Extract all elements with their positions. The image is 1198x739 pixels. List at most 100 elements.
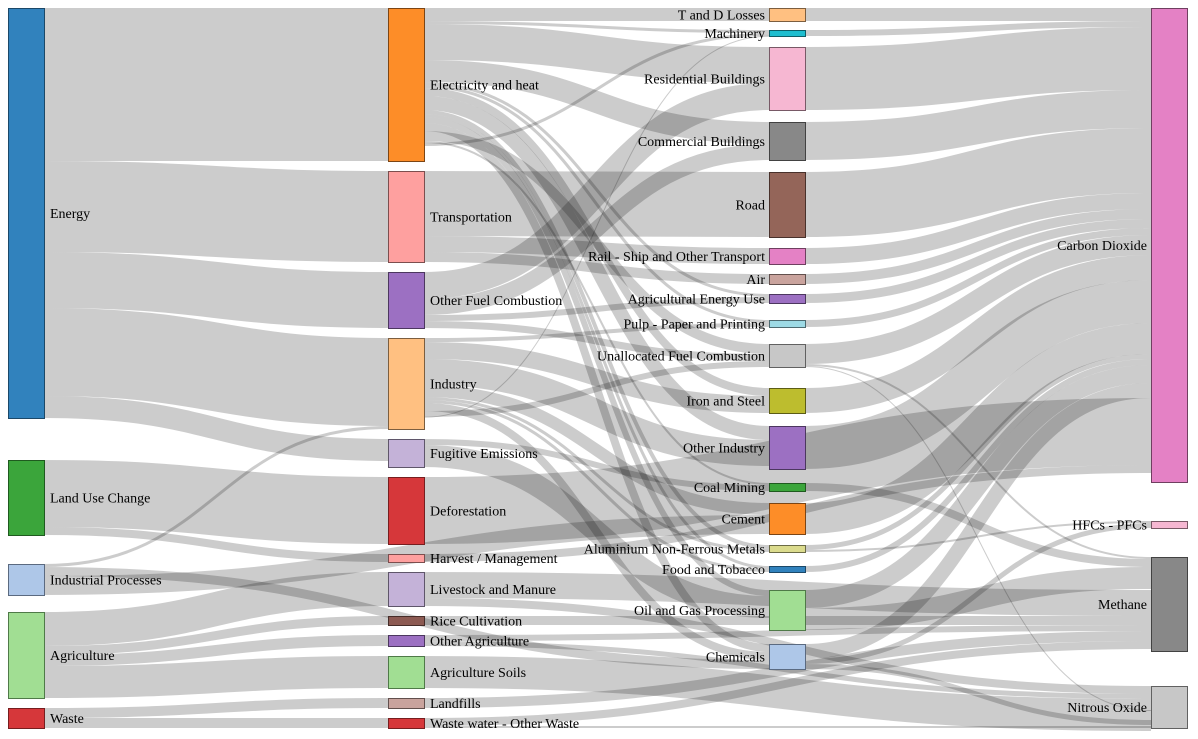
sankey-link-elec-res[interactable] xyxy=(423,24,770,83)
sankey-link-energy-ofc[interactable] xyxy=(43,252,389,328)
node-bar[interactable] xyxy=(1151,686,1188,729)
sankey-link-agr-rice[interactable] xyxy=(43,616,389,655)
sankey-link-ww-ch4[interactable] xyxy=(423,641,1152,726)
sankey-link-com-co2[interactable] xyxy=(804,90,1152,160)
node-bar[interactable] xyxy=(8,460,45,536)
sankey-link-elec-oind[interactable] xyxy=(423,96,770,440)
sankey-link-luc-defo[interactable] xyxy=(43,460,389,544)
sankey-link-agr-oagr[interactable] xyxy=(43,635,389,666)
sankey-link-air-co2[interactable] xyxy=(804,209,1152,284)
sankey-node-mach[interactable]: Machinery xyxy=(704,27,806,42)
sankey-link-fug-oil[interactable] xyxy=(423,445,770,618)
sankey-link-coal-ch4[interactable] xyxy=(804,483,1152,567)
sankey-link-ofc-unal[interactable] xyxy=(423,321,770,361)
sankey-link-road-co2[interactable] xyxy=(804,128,1152,237)
sankey-link-agen-co2[interactable] xyxy=(804,219,1152,303)
sankey-link-cem-co2[interactable] xyxy=(804,323,1152,534)
node-bar[interactable] xyxy=(769,248,806,265)
sankey-node-harv[interactable]: Harvest / Management xyxy=(388,552,558,567)
sankey-node-agr[interactable]: Agriculture xyxy=(8,612,115,699)
node-bar[interactable] xyxy=(769,320,806,328)
node-bar[interactable] xyxy=(8,8,45,419)
sankey-link-ofc-res[interactable] xyxy=(423,83,770,299)
node-bar[interactable] xyxy=(769,503,806,535)
node-bar[interactable] xyxy=(769,122,806,161)
sankey-node-co2[interactable]: Carbon Dioxide xyxy=(1057,8,1188,483)
sankey-link-elec-alu[interactable] xyxy=(423,110,770,549)
sankey-node-air[interactable]: Air xyxy=(746,273,806,288)
node-bar[interactable] xyxy=(769,483,806,492)
sankey-link-elec-pulp[interactable] xyxy=(423,85,770,323)
sankey-node-td[interactable]: T and D Losses xyxy=(678,8,806,23)
node-bar[interactable] xyxy=(388,718,425,729)
sankey-node-rail[interactable]: Rail - Ship and Other Transport xyxy=(588,248,806,265)
sankey-node-ww[interactable]: Waste water - Other Waste xyxy=(388,717,580,732)
sankey-node-trans[interactable]: Transportation xyxy=(388,171,512,263)
sankey-link-energy-trans[interactable] xyxy=(43,161,389,262)
node-bar[interactable] xyxy=(388,572,425,607)
sankey-node-ip[interactable]: Industrial Processes xyxy=(8,564,162,596)
sankey-link-trans-rail[interactable] xyxy=(423,236,770,264)
sankey-link-iron-co2[interactable] xyxy=(804,255,1152,413)
sankey-node-road[interactable]: Road xyxy=(735,172,806,238)
sankey-link-food-co2[interactable] xyxy=(804,359,1152,572)
node-bar[interactable] xyxy=(1151,8,1188,483)
node-bar[interactable] xyxy=(388,656,425,689)
sankey-link-oind-co2[interactable] xyxy=(804,280,1152,469)
sankey-link-ofc-agen[interactable] xyxy=(423,297,770,321)
sankey-link-oagr-ch4[interactable] xyxy=(423,625,1152,641)
node-bar[interactable] xyxy=(769,274,806,285)
sankey-link-unal-ch4[interactable] xyxy=(804,364,1152,559)
sankey-node-unal[interactable]: Unallocated Fuel Combustion xyxy=(597,344,806,368)
sankey-node-fug[interactable]: Fugitive Emissions xyxy=(388,439,538,468)
sankey-node-defo[interactable]: Deforestation xyxy=(388,477,507,545)
node-bar[interactable] xyxy=(769,590,806,631)
sankey-node-ofc[interactable]: Other Fuel Combustion xyxy=(388,272,563,329)
sankey-link-elec-coal[interactable] xyxy=(423,141,770,485)
sankey-link-oil-co2[interactable] xyxy=(804,365,1152,608)
sankey-node-land[interactable]: Landfills xyxy=(388,697,481,712)
sankey-node-rice[interactable]: Rice Cultivation xyxy=(388,614,523,629)
sankey-node-luc[interactable]: Land Use Change xyxy=(8,460,151,536)
sankey-link-defo-co2[interactable] xyxy=(423,398,1152,544)
sankey-link-unal-co2[interactable] xyxy=(804,235,1152,364)
sankey-link-ind-alu[interactable] xyxy=(423,397,770,552)
sankey-link-ind-food[interactable] xyxy=(423,400,770,572)
sankey-node-waste[interactable]: Waste xyxy=(8,708,84,729)
node-bar[interactable] xyxy=(769,644,806,670)
sankey-link-elec-unal[interactable] xyxy=(423,131,770,354)
sankey-node-alu[interactable]: Aluminium Non-Ferrous Metals xyxy=(584,542,806,557)
sankey-node-ind[interactable]: Industry xyxy=(388,338,477,430)
node-bar[interactable] xyxy=(388,8,425,162)
sankey-node-agen[interactable]: Agricultural Energy Use xyxy=(628,292,806,307)
sankey-link-ind-pulp[interactable] xyxy=(423,323,770,342)
sankey-node-oind[interactable]: Other Industry xyxy=(683,426,806,470)
node-bar[interactable] xyxy=(388,171,425,263)
sankey-link-waste-land[interactable] xyxy=(43,698,389,718)
sankey-node-oil[interactable]: Oil and Gas Processing xyxy=(634,590,806,631)
node-bar[interactable] xyxy=(1151,557,1188,652)
sankey-link-energy-ind[interactable] xyxy=(43,308,389,426)
sankey-node-coal[interactable]: Coal Mining xyxy=(694,481,806,496)
sankey-link-chem-co2[interactable] xyxy=(804,383,1152,659)
sankey-link-ind-oind[interactable] xyxy=(423,359,770,466)
node-bar[interactable] xyxy=(388,272,425,329)
sankey-node-n2o[interactable]: Nitrous Oxide xyxy=(1067,686,1188,729)
node-bar[interactable] xyxy=(769,545,806,553)
sankey-link-oil-ch4[interactable] xyxy=(804,567,1152,630)
sankey-node-iron[interactable]: Iron and Steel xyxy=(686,388,806,414)
node-bar[interactable] xyxy=(769,344,806,368)
sankey-link-elec-mach[interactable] xyxy=(423,21,770,33)
sankey-link-ip-ind[interactable] xyxy=(43,426,389,567)
sankey-link-alu-hfc[interactable] xyxy=(804,521,1152,552)
sankey-link-soil-n2o[interactable] xyxy=(423,656,1152,731)
sankey-node-pulp[interactable]: Pulp - Paper and Printing xyxy=(623,317,806,332)
sankey-link-fug-coal[interactable] xyxy=(423,439,770,491)
sankey-node-hfc[interactable]: HFCs - PFCs xyxy=(1072,518,1188,533)
sankey-node-ch4[interactable]: Methane xyxy=(1098,557,1188,652)
sankey-node-oagr[interactable]: Other Agriculture xyxy=(388,634,530,649)
sankey-link-elec-mach[interactable] xyxy=(423,33,770,146)
sankey-link-chem-n2o[interactable] xyxy=(804,664,1152,725)
sankey-link-trans-road[interactable] xyxy=(423,171,770,237)
node-bar[interactable] xyxy=(769,47,806,111)
